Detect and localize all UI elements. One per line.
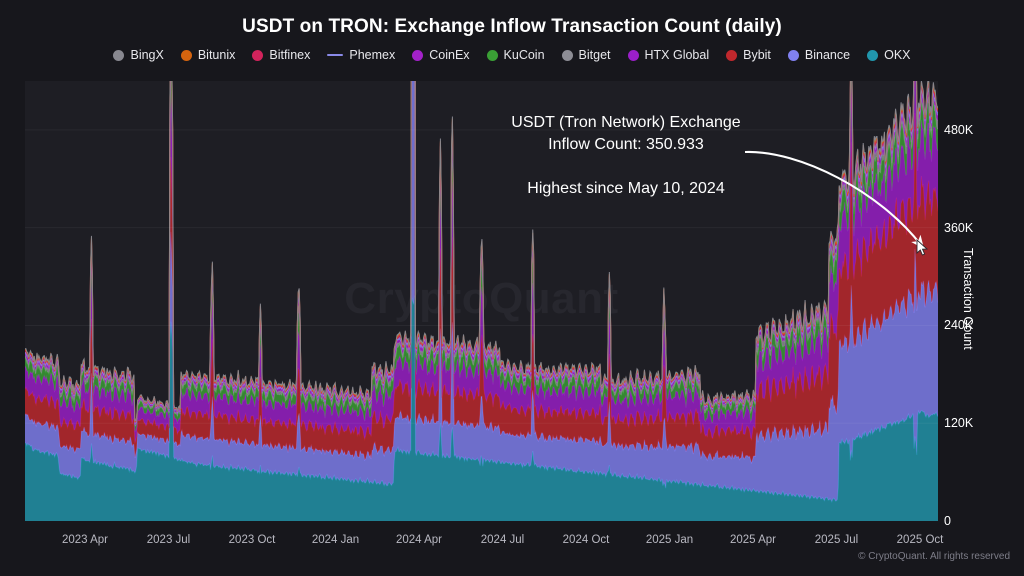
legend-label: CoinEx xyxy=(429,48,470,62)
x-tick-label: 2024 Jul xyxy=(480,534,525,546)
legend-label: Bitget xyxy=(578,48,611,62)
legend-line-icon xyxy=(327,54,344,56)
legend-dot-icon xyxy=(180,49,192,61)
x-tick-label: 2024 Apr xyxy=(395,534,443,546)
legend-item-htx-global[interactable]: HTX Global xyxy=(627,48,710,62)
y-tick-label: 240K xyxy=(944,318,974,333)
legend-dot-icon xyxy=(627,49,639,61)
x-tick-label: 2025 Jul xyxy=(814,534,859,546)
series-area-htx xyxy=(25,81,938,444)
y-tick-label: 480K xyxy=(944,122,974,137)
series-area-okx xyxy=(25,295,938,521)
annotation-line-2: Inflow Count: 350.933 xyxy=(548,136,704,154)
legend-dot-icon xyxy=(252,49,264,61)
annotation-secondary: Highest since May 10, 2024 xyxy=(527,180,725,197)
legend-item-phemex[interactable]: Phemex xyxy=(327,48,395,62)
annotation-primary: USDT (Tron Network) Exchange Inflow Coun… xyxy=(503,112,749,156)
legend-label: OKX xyxy=(884,48,911,62)
legend-item-binance[interactable]: Binance xyxy=(787,48,851,62)
legend-dot-icon xyxy=(486,49,498,61)
legend-item-coinex[interactable]: CoinEx xyxy=(412,48,470,62)
series-area-binance xyxy=(25,81,938,502)
chart-legend: BingX Bitunix Bitfinex Phemex CoinEx KuCoin Bi… xyxy=(0,48,1024,62)
legend-label: Bybit xyxy=(743,48,771,62)
x-tick-label: 2023 Apr xyxy=(61,534,109,546)
mouse-cursor-icon xyxy=(916,239,929,256)
legend-item-bitunix[interactable]: Bitunix xyxy=(180,48,236,62)
x-tick-label: 2023 Oct xyxy=(228,534,276,546)
x-tick-label: 2025 Apr xyxy=(729,534,777,546)
legend-item-bitget[interactable]: Bitget xyxy=(561,48,611,62)
y-axis-title: Transaction Count xyxy=(961,248,975,350)
x-tick-label: 2025 Oct xyxy=(896,534,944,546)
legend-label: BingX xyxy=(130,48,164,62)
y-tick-label: 120K xyxy=(944,416,974,431)
legend-dot-icon xyxy=(726,49,738,61)
legend-item-okx[interactable]: OKX xyxy=(867,48,911,62)
series-line-bingx xyxy=(25,81,938,422)
legend-label: HTX Global xyxy=(644,48,710,62)
legend-dot-icon xyxy=(113,49,125,61)
page-title: USDT on TRON: Exchange Inflow Transactio… xyxy=(242,16,782,37)
y-tick-label: 0 xyxy=(944,514,951,528)
legend-dot-icon xyxy=(867,49,879,61)
legend-dot-icon xyxy=(412,49,424,61)
legend-label: Bitunix xyxy=(197,48,236,62)
legend-label: Phemex xyxy=(349,48,396,62)
legend-item-bingx[interactable]: BingX xyxy=(113,48,164,62)
legend-item-bybit[interactable]: Bybit xyxy=(726,48,771,62)
annotation-line-1: USDT (Tron Network) Exchange xyxy=(511,114,741,131)
legend-label: Binance xyxy=(804,48,851,62)
x-tick-label: 2024 Oct xyxy=(562,534,610,546)
legend-item-bitfinex[interactable]: Bitfinex xyxy=(252,48,310,62)
legend-label: Bitfinex xyxy=(269,48,311,62)
x-tick-label: 2023 Jul xyxy=(146,534,191,546)
legend-dot-icon xyxy=(561,49,573,61)
legend-dot-icon xyxy=(787,49,799,61)
series-area-bybit xyxy=(25,81,938,463)
y-tick-label: 360K xyxy=(944,220,974,235)
copyright-notice: © CryptoQuant. All rights reserved xyxy=(858,551,1010,562)
x-tick-label: 2024 Jan xyxy=(311,534,360,546)
series-canvas xyxy=(25,81,938,521)
legend-item-kucoin[interactable]: KuCoin xyxy=(486,48,545,62)
plot-area: CryptoQuant xyxy=(25,81,938,521)
legend-label: KuCoin xyxy=(503,48,545,62)
x-tick-label: 2025 Jan xyxy=(645,534,694,546)
